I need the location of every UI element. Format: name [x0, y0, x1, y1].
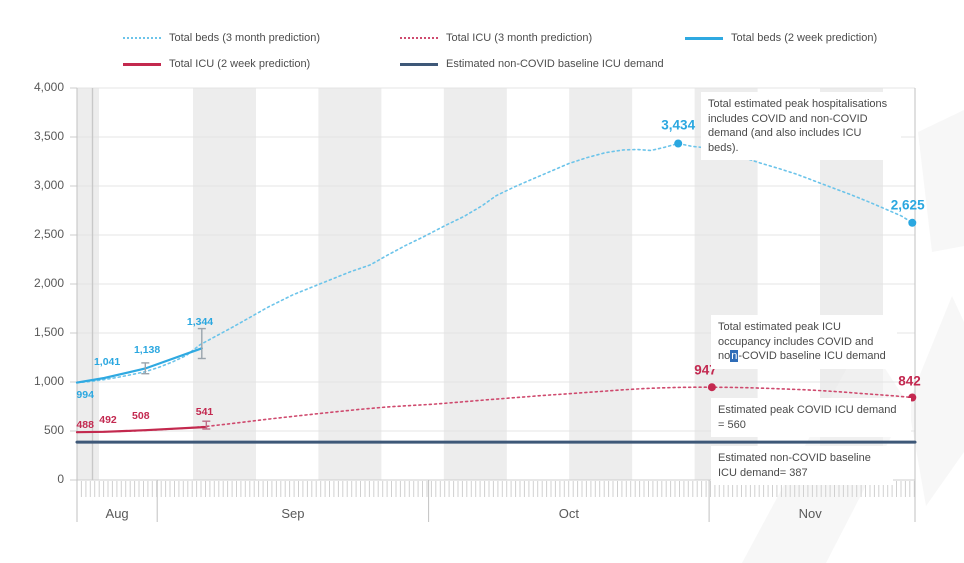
legend-label: Total beds (2 week prediction) — [731, 32, 878, 44]
value-label: 2,625 — [890, 197, 925, 213]
legend-line-sample — [400, 37, 438, 39]
legend-line-sample — [400, 62, 438, 66]
annotation-text: -COVID baseline ICU demand — [738, 350, 886, 363]
x-axis-month-label: Nov — [798, 506, 822, 521]
error-bar-beds_2w — [197, 327, 206, 360]
value-label: 492 — [99, 413, 117, 426]
legend-item-beds_3m: Total beds (3 month prediction) — [123, 31, 320, 45]
watermark-shape — [908, 296, 964, 506]
annotation-peak-hospitalisations: Total estimated peak hospitalisations in… — [701, 92, 901, 161]
x-axis-month-label: Aug — [105, 506, 129, 521]
legend-label: Total ICU (2 week prediction) — [169, 58, 311, 70]
y-axis-tick-label: 2,500 — [33, 227, 64, 241]
value-label: 842 — [898, 373, 921, 388]
y-axis-tick-label: 500 — [43, 423, 64, 437]
y-axis-tick-label: 1,500 — [33, 325, 64, 339]
series-beds_2w-line — [75, 347, 203, 384]
y-axis-tick-label: 2,000 — [33, 276, 64, 290]
legend-item-icu_3m: Total ICU (3 month prediction) — [400, 31, 592, 45]
legend-label: Total beds (3 month prediction) — [169, 32, 321, 44]
value-label: 1,344 — [186, 316, 214, 329]
y-axis-tick-label: 0 — [57, 472, 64, 486]
legend-line-sample — [123, 37, 161, 39]
legend-label: Total ICU (3 month prediction) — [446, 32, 593, 44]
annotation-peak-covid-icu-demand: Estimated peak COVID ICU demand = 560 — [711, 398, 911, 438]
value-label: 994 — [76, 388, 94, 401]
y-axis-tick-label: 3,500 — [33, 129, 64, 143]
legend-item-icu_2w: Total ICU (2 week prediction) — [123, 57, 310, 71]
y-axis-tick-label: 3,000 — [33, 178, 64, 192]
series-beds_3m-line — [76, 142, 914, 384]
annotation-text: Total estimated peak ICU occupancy inclu… — [718, 321, 874, 363]
data-point-marker — [908, 218, 917, 227]
value-label: 541 — [195, 406, 214, 418]
annotation-peak-icu-occupancy: Total estimated peak ICU occupancy inclu… — [711, 315, 897, 369]
legend-line-sample — [123, 62, 161, 66]
value-label: 1,138 — [133, 343, 161, 356]
y-axis-tick-label: 1,000 — [33, 374, 64, 388]
legend-label: Estimated non-COVID baseline ICU demand — [446, 58, 664, 70]
highlighted-character: n — [730, 350, 739, 363]
y-axis-tick-label: 4,000 — [33, 80, 64, 94]
x-axis-month-label: Oct — [558, 506, 580, 521]
watermark-shape — [918, 110, 964, 252]
x-axis-month-label: Sep — [281, 506, 305, 521]
data-point-marker — [707, 383, 716, 392]
legend-item-baseline: Estimated non-COVID baseline ICU demand — [400, 57, 664, 71]
error-bar-beds_2w — [141, 362, 150, 375]
value-label: 3,434 — [661, 117, 696, 132]
error-bar-icu_2w — [202, 420, 211, 430]
annotation-non-covid-baseline: Estimated non-COVID baseline ICU demand=… — [711, 446, 893, 486]
series-icu_2w-line — [75, 425, 208, 434]
value-label: 488 — [76, 419, 94, 432]
legend-item-beds_2w: Total beds (2 week prediction) — [685, 31, 877, 45]
legend-line-sample — [685, 36, 723, 40]
value-label: 508 — [132, 410, 150, 423]
data-point-marker — [674, 139, 683, 148]
value-label: 1,041 — [93, 356, 121, 368]
